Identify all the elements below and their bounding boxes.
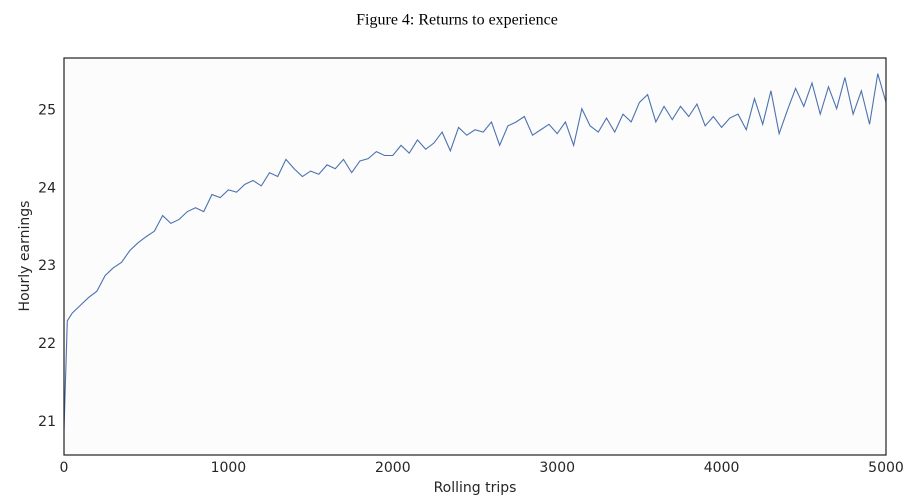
x-tick-label: 3000: [539, 460, 575, 476]
x-tick-label: 1000: [211, 460, 247, 476]
y-tick-label: 25: [38, 102, 56, 118]
x-axis-label: Rolling trips: [434, 480, 517, 496]
y-axis-label: Hourly earnings: [17, 201, 33, 312]
y-tick-label: 24: [38, 180, 56, 196]
y-tick-label: 22: [38, 336, 56, 352]
chart-title: Figure 4: Returns to experience: [356, 12, 558, 29]
y-tick-label: 23: [38, 258, 56, 274]
x-tick-label: 4000: [704, 460, 740, 476]
plot-area: [64, 58, 886, 455]
data-line: [63, 73, 887, 431]
y-tick-label: 21: [38, 414, 56, 430]
x-tick-label: 2000: [375, 460, 411, 476]
x-tick-label: 0: [60, 460, 69, 476]
x-tick-label: 5000: [868, 460, 904, 476]
plot-frame: [63, 57, 887, 456]
